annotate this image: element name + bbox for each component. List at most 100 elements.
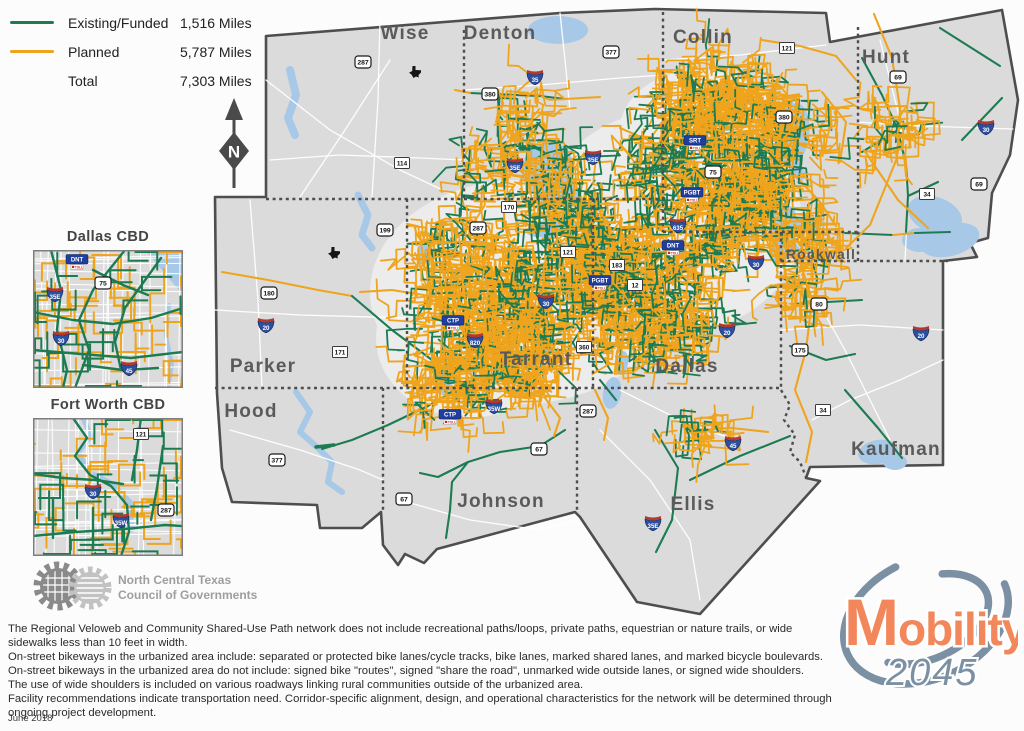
legend: Existing/Funded 1,516 Miles Planned 5,78… <box>10 8 258 95</box>
svg-text:75: 75 <box>709 170 717 177</box>
i-route-shield-30: 30 <box>537 294 555 310</box>
legend-row-existing: Existing/Funded 1,516 Miles <box>10 8 258 37</box>
legend-value: 1,516 Miles <box>180 14 252 31</box>
svg-text:DNT: DNT <box>71 258 84 264</box>
svg-text:121: 121 <box>782 45 793 52</box>
svg-text:20: 20 <box>724 330 731 337</box>
us-route-shield-380: 380 <box>481 87 499 101</box>
county-label-tarrant: Tarrant <box>500 349 572 370</box>
svg-text:34: 34 <box>819 407 827 414</box>
tx-route-shield-114: 114 <box>394 157 410 169</box>
svg-text:35W: 35W <box>115 520 128 527</box>
layer-dash <box>215 12 948 513</box>
layer-labels: Wise Denton Collin Hunt Rockwall Parker Tarran… <box>224 23 941 515</box>
svg-text:30: 30 <box>983 127 990 134</box>
mobility-wordmark: Mobility <box>844 585 1018 659</box>
svg-text:30: 30 <box>753 262 760 269</box>
svg-text:12: 12 <box>631 282 639 289</box>
toll-route-shield-PGBT: PGBT TOLL <box>588 275 612 291</box>
legend-label: Total <box>68 72 98 89</box>
svg-text:TOLL: TOLL <box>448 421 456 425</box>
svg-text:TOLL: TOLL <box>75 266 83 270</box>
dallas-cbd-map: DNT TOLL 75 35E 30 45 <box>33 250 183 388</box>
svg-text:TOLL: TOLL <box>690 199 698 203</box>
inset-title: Dallas CBD <box>66 229 150 245</box>
i-route-shield-45: 45 <box>120 361 138 377</box>
svg-text:121: 121 <box>136 431 147 438</box>
svg-text:69: 69 <box>894 75 902 82</box>
svg-text:PGBT: PGBT <box>592 279 609 285</box>
i-route-shield-30: 30 <box>52 331 70 347</box>
svg-text:35E: 35E <box>587 157 598 164</box>
us-route-shield-287: 287 <box>469 221 487 235</box>
svg-text:199: 199 <box>379 228 391 235</box>
legend-row-total: Total 7,303 Miles <box>10 66 258 95</box>
legend-value: 7,303 Miles <box>180 72 252 89</box>
footer-notes: The Regional Veloweb and Community Share… <box>8 622 832 720</box>
i-route-shield-35W: 35W <box>485 399 503 415</box>
i-route-shield-45: 45 <box>724 436 742 452</box>
i-route-shield-20: 20 <box>912 326 930 342</box>
north-label: N <box>228 143 240 162</box>
i-route-shield-635: 635 <box>669 218 687 234</box>
us-route-shield-287: 287 <box>579 404 597 418</box>
svg-text:PGBT: PGBT <box>684 191 701 197</box>
mobility-2045-logo: Mobility 2045 <box>834 531 1024 712</box>
date-label: June 2018 <box>8 713 53 724</box>
us-route-shield-380: 380 <box>775 110 793 124</box>
i-route-shield-35E: 35E <box>46 287 64 303</box>
i-route-shield-30: 30 <box>977 120 995 136</box>
svg-text:TOLL: TOLL <box>598 287 606 291</box>
svg-text:67: 67 <box>535 447 543 454</box>
svg-text:30: 30 <box>543 301 550 308</box>
north-arrow-icon: N <box>219 98 249 188</box>
svg-text:635: 635 <box>673 225 684 232</box>
svg-text:DNT: DNT <box>667 244 680 250</box>
i-route-shield-820: 820 <box>466 333 484 349</box>
i-route-shield-20: 20 <box>718 323 736 339</box>
svg-text:171: 171 <box>335 349 346 356</box>
svg-text:35E: 35E <box>49 294 60 301</box>
svg-text:170: 170 <box>504 204 515 211</box>
legend-value: 5,787 Miles <box>180 43 252 60</box>
i-route-shield-20: 20 <box>257 318 275 334</box>
toll-route-shield-CTP: CTP TOLL <box>441 315 465 331</box>
tx-route-shield-121: 121 <box>560 246 576 258</box>
svg-text:30: 30 <box>90 491 97 498</box>
svg-text:30: 30 <box>58 338 65 345</box>
gear-icon-light <box>68 566 112 610</box>
svg-text:114: 114 <box>397 160 408 167</box>
inset-title: Fort Worth CBD <box>50 397 166 413</box>
mobility-year: 2045 <box>885 652 979 694</box>
county-label-wise: Wise <box>381 23 430 44</box>
svg-text:377: 377 <box>271 458 283 465</box>
i-route-shield-30: 30 <box>747 255 765 271</box>
footer-line: Facility recommendations indicate transp… <box>8 693 832 719</box>
legend-label: Planned <box>68 43 120 60</box>
county-label-kaufman: Kaufman <box>851 439 941 460</box>
svg-text:TOLL: TOLL <box>451 327 459 331</box>
svg-text:CTP: CTP <box>444 413 456 419</box>
tx-route-shield-12: 12 <box>627 279 643 291</box>
texas-route-shield-tx <box>328 247 340 259</box>
svg-text:20: 20 <box>263 325 270 332</box>
us-route-shield-199: 199 <box>376 223 394 237</box>
svg-text:45: 45 <box>730 443 737 450</box>
fort-worth-cbd-map: 121 30 35W 287 <box>33 418 183 556</box>
svg-text:380: 380 <box>484 92 496 99</box>
svg-text:TOLL: TOLL <box>693 147 701 151</box>
us-route-shield-67: 67 <box>530 442 548 456</box>
svg-text:20: 20 <box>918 333 925 340</box>
i-route-shield-35: 35 <box>526 70 544 86</box>
tx-route-shield-121: 121 <box>133 428 149 440</box>
svg-text:45: 45 <box>126 368 133 375</box>
svg-text:34: 34 <box>923 191 931 198</box>
footer-line: The Regional Veloweb and Community Share… <box>8 623 793 649</box>
us-route-shield-287: 287 <box>157 503 175 517</box>
us-route-shield-175: 175 <box>791 343 809 357</box>
svg-text:287: 287 <box>357 60 369 67</box>
tx-route-shield-121: 121 <box>779 42 795 54</box>
svg-text:287: 287 <box>160 508 172 515</box>
nctcog-logo: North Central Texas Council of Governmen… <box>26 558 276 621</box>
